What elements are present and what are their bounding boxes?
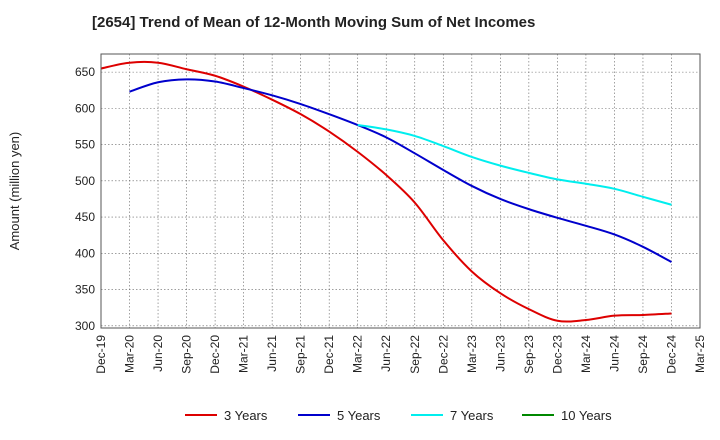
x-tick-label: Sep-20	[180, 335, 194, 374]
x-tick-label: Mar-21	[237, 335, 251, 373]
x-tick-label: Dec-22	[436, 335, 450, 374]
legend-label-7-years: 7 Years	[450, 408, 494, 423]
y-tick-label: 500	[75, 174, 95, 188]
grid-layer	[101, 54, 700, 328]
x-tick-label: Mar-20	[123, 335, 137, 373]
series-line-7-years	[357, 124, 672, 206]
x-tick-label: Dec-24	[664, 335, 678, 374]
legend-label-3-years: 3 Years	[224, 408, 268, 423]
x-tick-label: Mar-23	[465, 335, 479, 373]
x-tick-label: Sep-23	[522, 335, 536, 374]
y-tick-label: 450	[75, 210, 95, 224]
y-tick-label: 300	[75, 319, 95, 333]
x-tick-label: Jun-24	[607, 335, 621, 372]
x-tick-label: Sep-21	[294, 335, 308, 374]
x-tick-labels: Dec-19 Mar-20 Jun-20 Sep-20 Dec-20 Mar-21 Jun-…	[94, 335, 707, 374]
x-tick-label: Mar-25	[693, 335, 707, 373]
y-tick-label: 350	[75, 283, 95, 297]
y-tick-label: 400	[75, 246, 95, 260]
y-tick-labels: 300 350 400 450 500 550 600 650	[75, 65, 95, 333]
legend: 3 Years 5 Years 7 Years 10 Years	[185, 408, 612, 423]
y-tick-label: 600	[75, 101, 95, 115]
y-tick-label: 550	[75, 138, 95, 152]
series-line-5-years	[129, 78, 672, 263]
x-tick-label: Mar-22	[351, 335, 365, 373]
x-tick-label: Dec-21	[322, 335, 336, 374]
x-tick-label: Sep-22	[408, 335, 422, 374]
y-tick-label: 650	[75, 65, 95, 79]
x-tick-label: Mar-24	[579, 335, 593, 373]
x-tick-label: Jun-22	[379, 335, 393, 372]
x-tick-label: Jun-23	[493, 335, 507, 372]
x-tick-label: Dec-20	[208, 335, 222, 374]
y-axis-label: Amount (million yen)	[7, 132, 22, 251]
x-tick-label: Jun-20	[151, 335, 165, 372]
chart-title: [2654] Trend of Mean of 12-Month Moving …	[92, 14, 536, 31]
legend-label-10-years: 10 Years	[561, 408, 612, 423]
series-line-3-years	[100, 60, 672, 323]
x-tick-label: Dec-23	[550, 335, 564, 374]
x-tick-label: Sep-24	[636, 335, 650, 374]
series-layer	[100, 60, 672, 323]
x-tick-label: Jun-21	[265, 335, 279, 372]
x-tick-label: Dec-19	[94, 335, 108, 374]
plot-frame	[100, 53, 701, 329]
legend-label-5-years: 5 Years	[337, 408, 381, 423]
